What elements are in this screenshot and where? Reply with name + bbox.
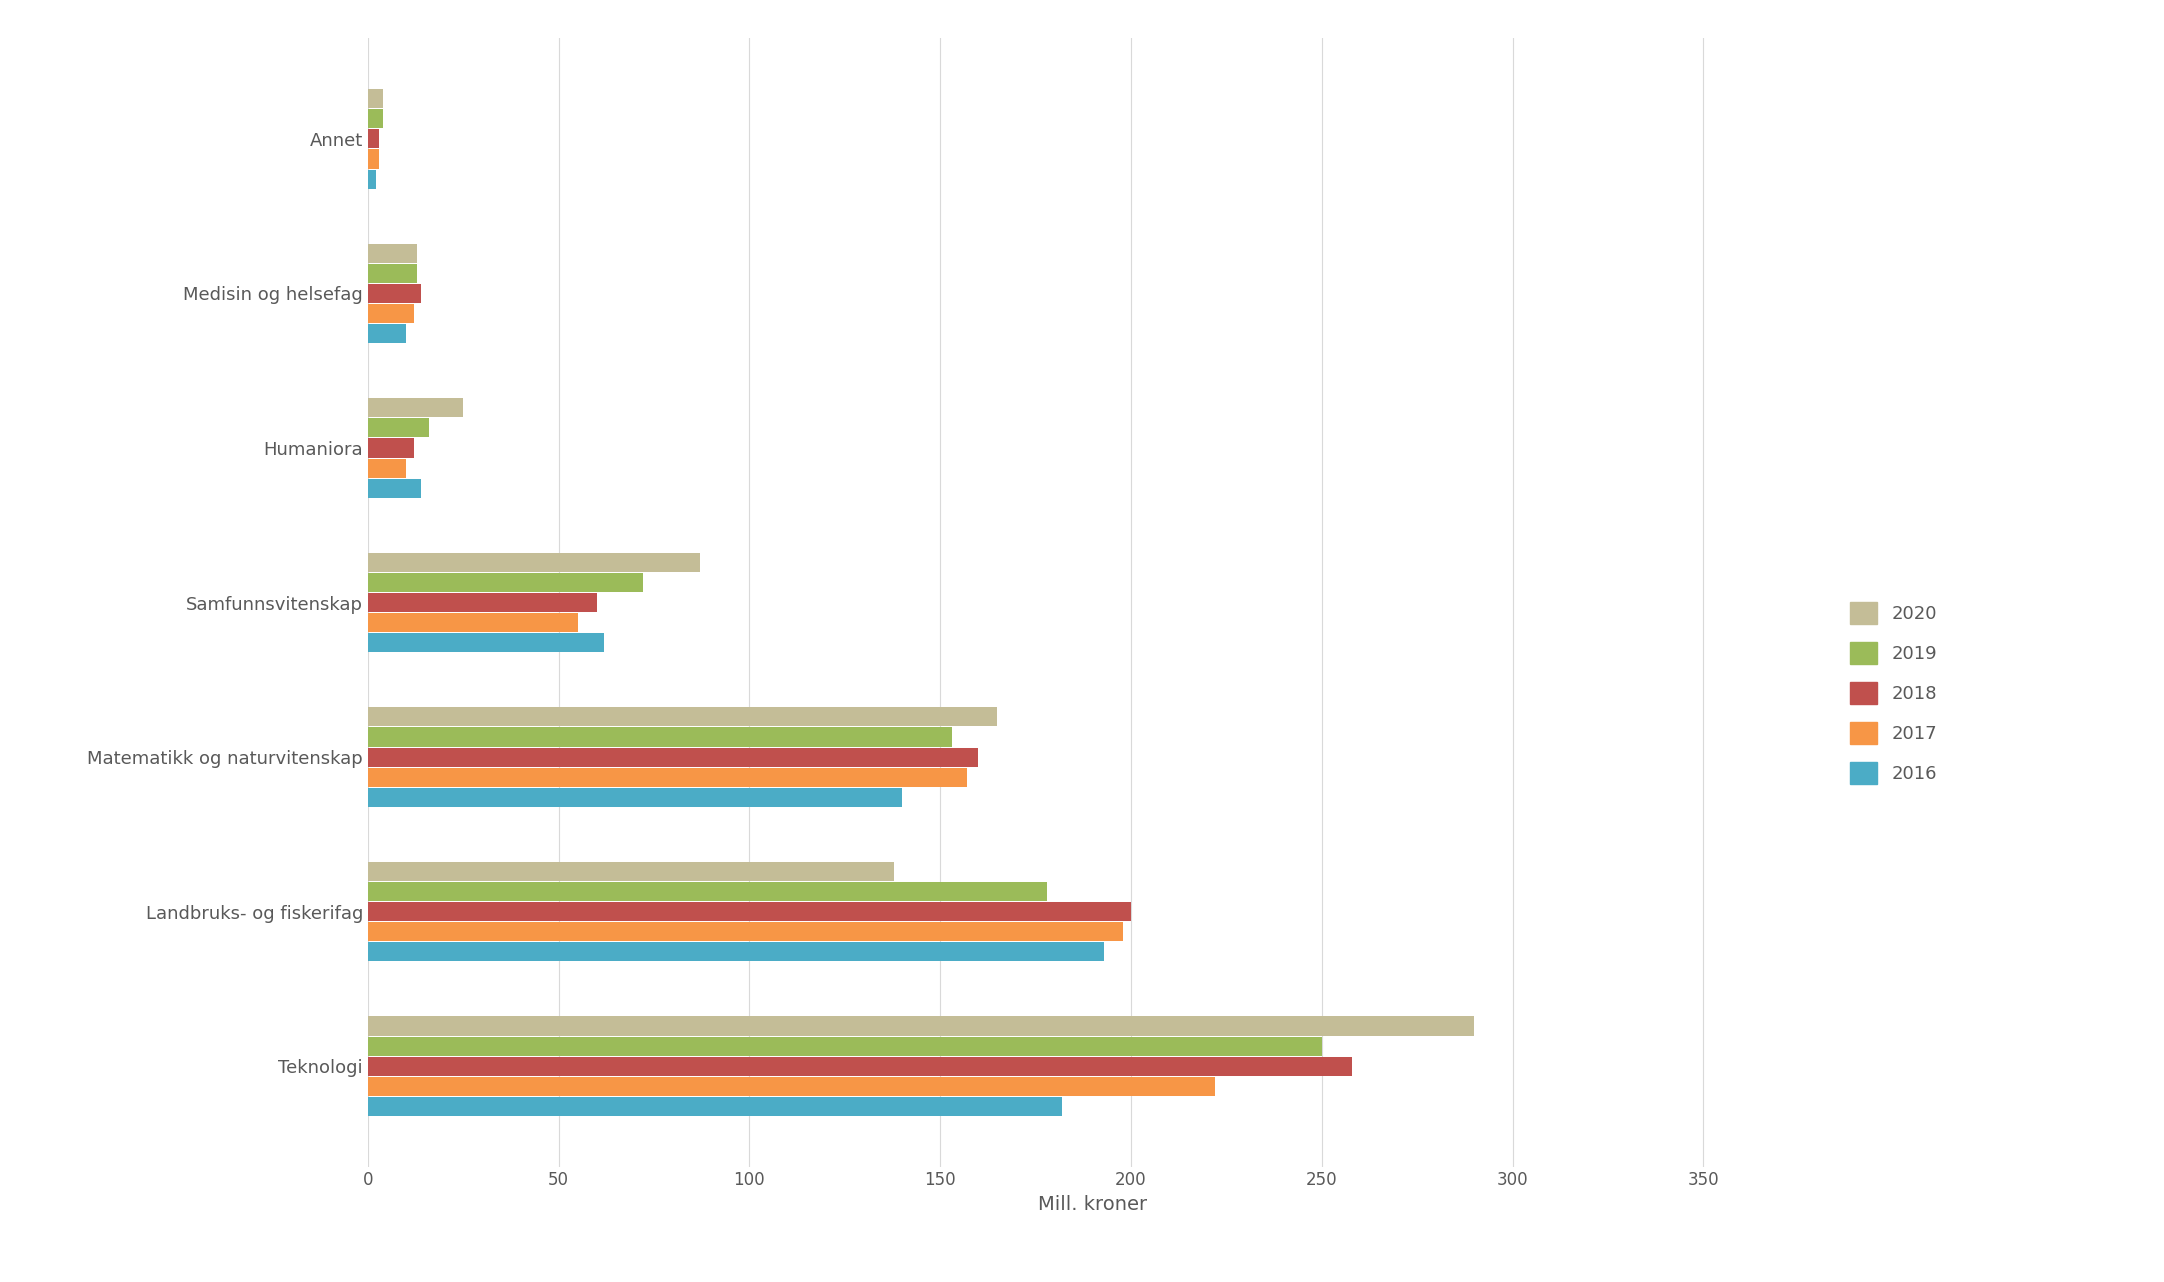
Bar — [368, 1056, 1352, 1076]
Bar — [368, 747, 978, 767]
Bar — [368, 922, 1123, 941]
Bar — [368, 633, 604, 653]
Bar — [368, 613, 578, 632]
Bar — [368, 1077, 1214, 1096]
Bar — [368, 438, 413, 458]
Bar — [368, 129, 379, 149]
X-axis label: Mill. kroner: Mill. kroner — [1039, 1195, 1147, 1214]
Bar — [368, 787, 902, 806]
Bar — [368, 1017, 1474, 1036]
Bar — [368, 942, 1104, 962]
Bar — [368, 399, 463, 418]
Bar — [368, 150, 379, 168]
Bar — [368, 727, 952, 746]
Bar — [368, 478, 422, 497]
Bar — [368, 244, 418, 263]
Bar — [368, 862, 894, 881]
Bar — [368, 903, 1132, 922]
Bar — [368, 169, 377, 188]
Bar — [368, 264, 418, 283]
Bar — [368, 304, 413, 323]
Bar — [368, 109, 383, 128]
Bar — [368, 708, 998, 727]
Bar — [368, 594, 597, 612]
Legend: 2020, 2019, 2018, 2017, 2016: 2020, 2019, 2018, 2017, 2016 — [1842, 592, 1945, 794]
Bar — [368, 553, 699, 572]
Bar — [368, 1037, 1322, 1055]
Bar — [368, 90, 383, 108]
Bar — [368, 418, 428, 437]
Bar — [368, 1097, 1063, 1115]
Bar — [368, 324, 407, 344]
Bar — [368, 283, 422, 303]
Bar — [368, 573, 643, 592]
Bar — [368, 768, 967, 787]
Bar — [368, 459, 407, 478]
Bar — [368, 882, 1047, 901]
